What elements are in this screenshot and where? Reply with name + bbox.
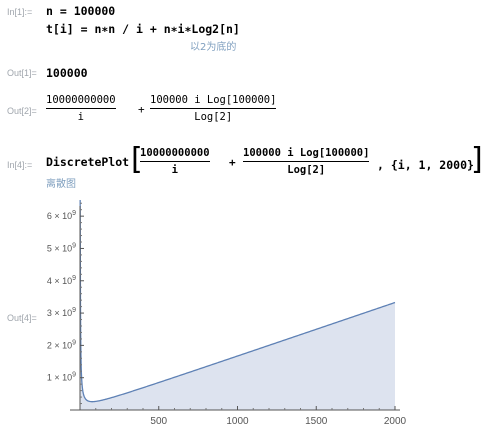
fraction-numerator: 10000000000 (46, 94, 116, 106)
x-tick-label: 2000 (384, 416, 407, 427)
input-line-n[interactable]: n = 100000 (46, 4, 116, 18)
y-tick-label: 4 × 109 (47, 275, 76, 286)
out-label-4: Out[4]= (7, 313, 37, 323)
discreteplot-function[interactable]: DiscretePlot (46, 155, 130, 169)
in-label-4: In[4]:= (7, 160, 33, 170)
fraction-numerator: 10000000000 (140, 147, 210, 159)
fraction-bar (150, 108, 277, 109)
fraction-denominator: Log[2] (194, 111, 233, 123)
plus-sign: + (229, 156, 236, 169)
x-tick-label: 1000 (226, 416, 249, 427)
input-line-t[interactable]: t[i] = n∗n / i + n∗i∗Log2[n] (46, 22, 240, 36)
fraction-bar (140, 161, 210, 162)
y-tick-label: 3 × 109 (47, 307, 76, 318)
output-value-1: 100000 (46, 66, 88, 80)
fraction-numerator: 100000 i Log[100000] (243, 147, 370, 159)
y-tick-label: 1 × 109 (47, 372, 76, 383)
y-tick-label: 6 × 109 (47, 210, 76, 221)
series-line (79, 199, 396, 403)
x-tick-label: 1500 (305, 416, 328, 427)
out-label-1: Out[1]= (7, 68, 37, 78)
input-fraction-2[interactable]: 100000 i Log[100000] Log[2] (243, 147, 370, 176)
iterator-spec[interactable]: , {i, 1, 2000} (377, 158, 474, 172)
output-fraction-1: 10000000000 i (46, 94, 116, 123)
plus-sign: + (138, 103, 145, 116)
y-tick-label: 2 × 109 (47, 339, 76, 350)
fraction-denominator: i (171, 164, 178, 176)
output-fraction-2: 100000 i Log[100000] Log[2] (150, 94, 277, 123)
out-label-2: Out[2]= (7, 106, 37, 116)
close-bracket: ] (471, 142, 483, 177)
discrete-plot-hint: 离散图 (46, 179, 76, 190)
area-fill (80, 200, 395, 410)
open-bracket: [ (131, 142, 143, 177)
fraction-bar (243, 161, 370, 162)
y-tick-label: 5 × 109 (47, 242, 76, 253)
fraction-denominator: i (77, 111, 84, 123)
input-fraction-1[interactable]: 10000000000 i (140, 147, 210, 176)
fraction-numerator: 100000 i Log[100000] (150, 94, 277, 106)
x-tick-label: 500 (150, 416, 167, 427)
fraction-denominator: Log[2] (287, 164, 326, 176)
log2-hint: 以2为底的 (190, 42, 237, 53)
in-label-1: In[1]:= (7, 7, 33, 17)
fraction-bar (46, 108, 116, 109)
